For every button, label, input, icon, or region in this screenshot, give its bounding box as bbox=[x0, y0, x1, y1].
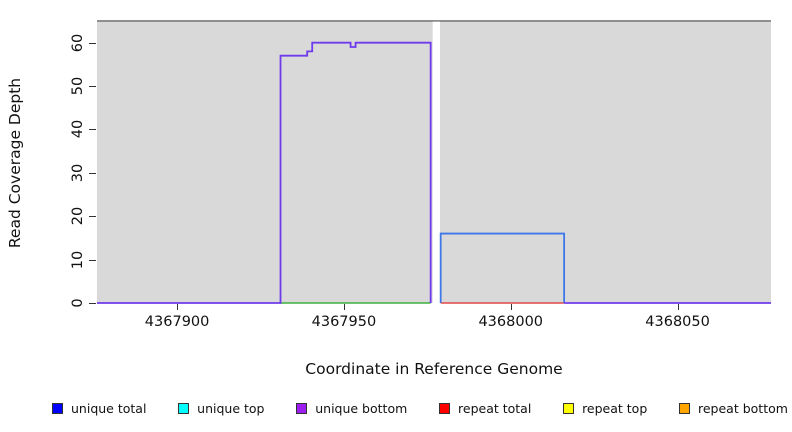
x-tick-label: 4368050 bbox=[645, 314, 710, 330]
x-axis-title: Coordinate in Reference Genome bbox=[305, 360, 563, 378]
y-tick-label: 0 bbox=[70, 298, 86, 308]
legend-swatch-icon bbox=[296, 402, 308, 414]
legend-swatch-icon bbox=[679, 402, 690, 414]
legend-label: repeat total bbox=[458, 400, 532, 416]
x-tick-mark bbox=[510, 304, 512, 310]
y-tick-label: 60 bbox=[70, 33, 86, 52]
legend-label: unique top bbox=[197, 400, 265, 416]
x-tick-label: 4367950 bbox=[311, 314, 377, 330]
y-tick-label: 10 bbox=[70, 250, 86, 269]
legend-swatch-icon bbox=[52, 402, 63, 414]
legend-label: repeat top bbox=[582, 400, 648, 416]
series-unique-bottom bbox=[97, 41, 432, 304]
x-tick-label: 4368000 bbox=[478, 314, 544, 330]
x-tick-mark bbox=[177, 304, 179, 310]
y-tick-mark bbox=[89, 172, 96, 174]
y-tick-label: 40 bbox=[70, 120, 86, 139]
x-tick-mark bbox=[677, 304, 679, 310]
legend-label: unique total bbox=[71, 400, 147, 416]
y-tick-mark bbox=[89, 303, 96, 304]
y-tick-mark bbox=[89, 216, 96, 218]
y-tick-label: 30 bbox=[70, 163, 86, 183]
legend-swatch-icon bbox=[439, 402, 451, 414]
coverage-gap-band bbox=[432, 21, 441, 306]
y-tick-mark bbox=[89, 42, 96, 44]
legend-item-unique-total: unique total bbox=[52, 401, 146, 416]
y-tick-mark bbox=[89, 129, 96, 131]
y-tick-label: 50 bbox=[70, 76, 86, 96]
legend-item-repeat-total: repeat total bbox=[439, 401, 531, 416]
x-tick-label: 4367900 bbox=[144, 314, 210, 330]
legend-swatch-icon bbox=[178, 402, 190, 414]
y-tick-label: 20 bbox=[70, 206, 86, 226]
y-tick-mark bbox=[89, 259, 96, 261]
panel-top-border bbox=[97, 19, 771, 22]
legend-label: repeat bottom bbox=[698, 400, 788, 416]
series-unique-total bbox=[439, 232, 566, 303]
y-axis-title: Read Coverage Depth bbox=[6, 77, 24, 249]
legend-label: unique bottom bbox=[315, 400, 408, 416]
legend-item-unique-bottom: unique bottom bbox=[296, 401, 407, 416]
legend: unique total unique top unique bottom repea… bbox=[52, 398, 788, 418]
x-tick-mark bbox=[343, 304, 345, 310]
legend-item-repeat-top: repeat top bbox=[563, 401, 647, 416]
legend-swatch-icon bbox=[563, 402, 575, 414]
y-tick-mark bbox=[89, 86, 96, 88]
legend-item-repeat-bottom: repeat bottom bbox=[679, 401, 788, 416]
legend-item-unique-top: unique top bbox=[178, 401, 264, 416]
